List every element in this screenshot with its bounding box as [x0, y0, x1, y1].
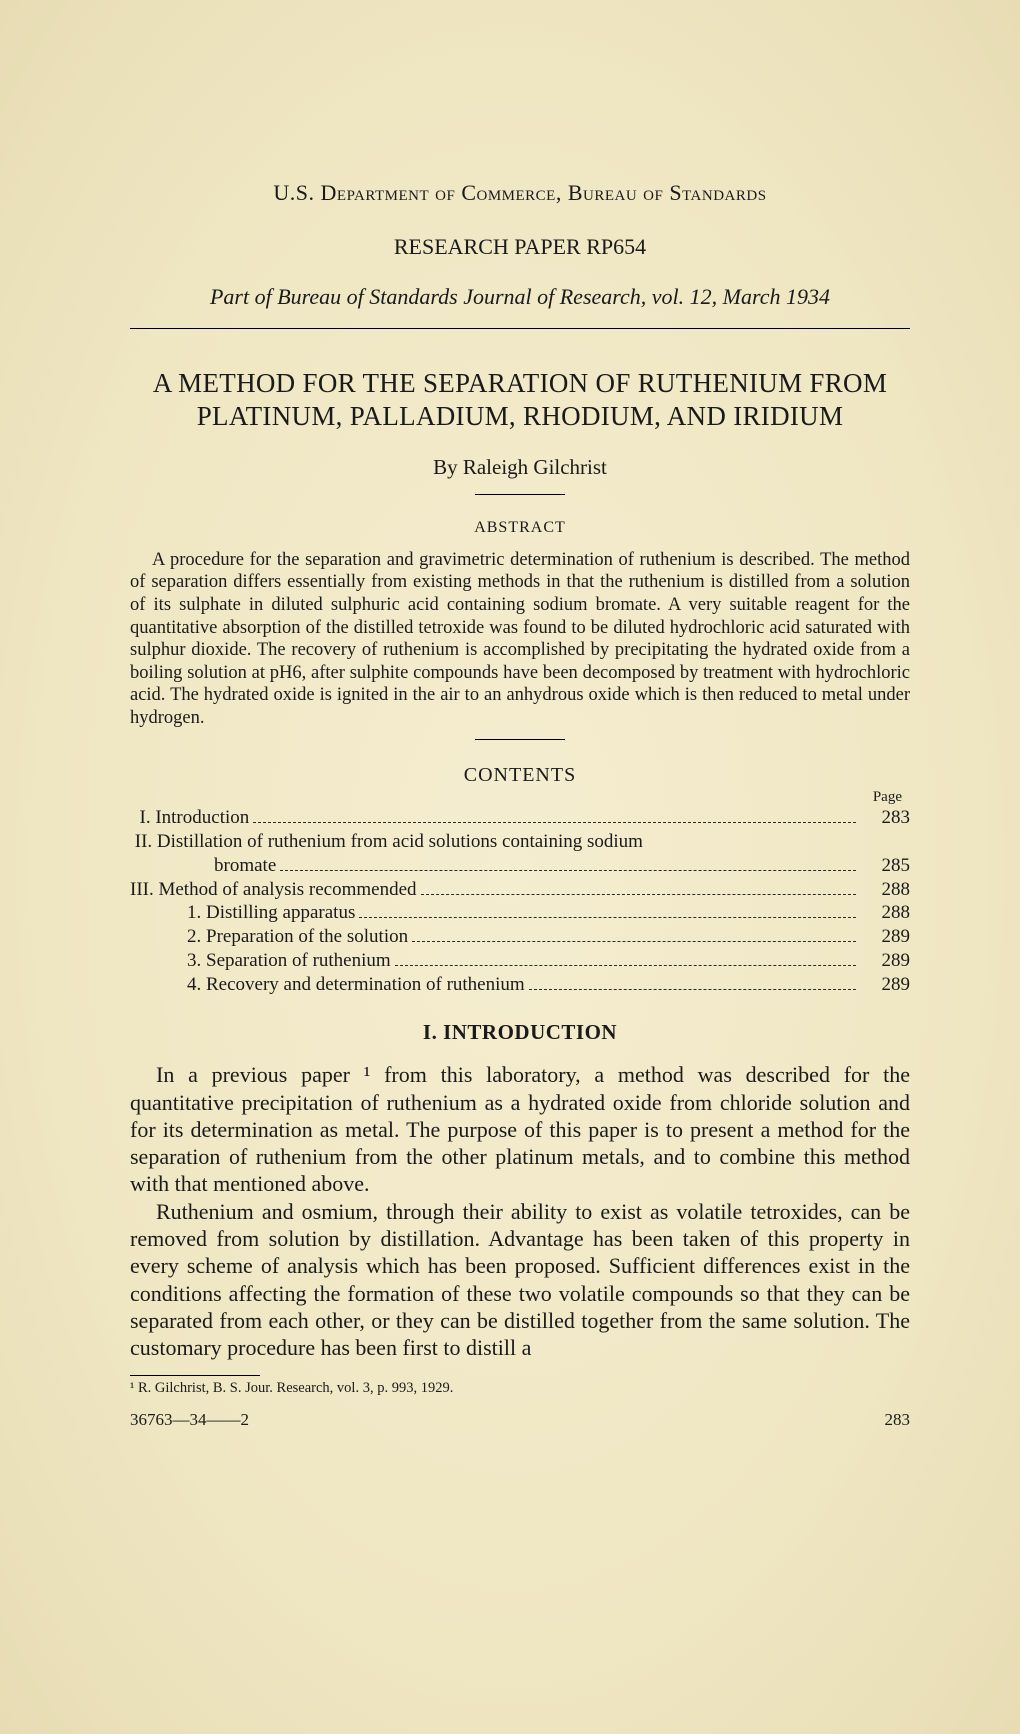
footer-left: 36763—34——2 — [130, 1410, 249, 1430]
toc-row: 2. Preparation of the solution 289 — [130, 925, 910, 949]
toc-page: 289 — [862, 925, 910, 949]
toc-row: bromate 285 — [130, 854, 910, 878]
toc-leader — [395, 953, 856, 965]
rule-under-author — [475, 494, 565, 495]
toc-page: 289 — [862, 949, 910, 973]
toc-row: I. Introduction 283 — [130, 806, 910, 830]
toc-row: II. Distillation of ruthenium from acid … — [130, 830, 910, 854]
toc-leader — [253, 811, 856, 823]
table-of-contents: I. Introduction 283 II. Distillation of r… — [130, 806, 910, 996]
section-heading-introduction: I. INTRODUCTION — [130, 1020, 910, 1045]
toc-leader — [280, 858, 856, 870]
toc-text: Distillation of ruthenium from acid solu… — [157, 830, 643, 854]
abstract-text: A procedure for the separation and gravi… — [130, 549, 910, 730]
page-footer: 36763—34——2 283 — [130, 1410, 910, 1430]
page: U.S. Department of Commerce, Bureau of S… — [0, 0, 1020, 1734]
page-label: Page — [130, 789, 910, 806]
toc-number: I. — [130, 806, 155, 830]
toc-row: 1. Distilling apparatus 288 — [130, 901, 910, 925]
body-text: In a previous paper ¹ from this laborato… — [130, 1061, 910, 1361]
toc-leader — [421, 882, 857, 894]
part-line: Part of Bureau of Standards Journal of R… — [130, 284, 910, 310]
toc-page: 288 — [862, 878, 910, 902]
toc-leader — [529, 977, 856, 989]
paper-code: RESEARCH PAPER RP654 — [130, 234, 910, 260]
toc-page: 288 — [862, 901, 910, 925]
footnote-rule — [130, 1375, 260, 1376]
toc-row: III. Method of analysis recommended 288 — [130, 878, 910, 902]
toc-number: 2. — [130, 925, 206, 949]
toc-text: Method of analysis recommended — [158, 878, 416, 902]
toc-number: II. — [130, 830, 157, 854]
toc-number: 4. — [130, 973, 206, 997]
toc-row: 4. Recovery and determination of rutheni… — [130, 973, 910, 997]
toc-text: Distilling apparatus — [206, 901, 355, 925]
body-paragraph: In a previous paper ¹ from this laborato… — [130, 1061, 910, 1197]
toc-number: 1. — [130, 901, 206, 925]
toc-page: 289 — [862, 973, 910, 997]
paper-title: A METHOD FOR THE SEPARATION OF RUTHENIUM… — [130, 367, 910, 433]
toc-page: 283 — [862, 806, 910, 830]
toc-text: Introduction — [155, 806, 249, 830]
rule-under-abstract — [475, 739, 565, 740]
contents-heading: CONTENTS — [130, 764, 910, 787]
department-line: U.S. Department of Commerce, Bureau of S… — [130, 180, 910, 206]
toc-page: 285 — [862, 854, 910, 878]
toc-row: 3. Separation of ruthenium 289 — [130, 949, 910, 973]
body-paragraph: Ruthenium and osmium, through their abil… — [130, 1198, 910, 1362]
toc-text: Preparation of the solution — [206, 925, 408, 949]
rule-under-header — [130, 328, 910, 329]
toc-number: 3. — [130, 949, 206, 973]
footer-right: 283 — [885, 1410, 911, 1430]
toc-leader — [359, 906, 856, 918]
toc-text: bromate — [214, 854, 276, 878]
toc-text: Recovery and determination of ruthenium — [206, 973, 525, 997]
author-line: By Raleigh Gilchrist — [130, 455, 910, 480]
toc-leader — [412, 930, 856, 942]
toc-number: III. — [130, 878, 158, 902]
toc-text: Separation of ruthenium — [206, 949, 391, 973]
footnote: ¹ R. Gilchrist, B. S. Jour. Research, vo… — [130, 1380, 910, 1397]
abstract-heading: ABSTRACT — [130, 519, 910, 537]
